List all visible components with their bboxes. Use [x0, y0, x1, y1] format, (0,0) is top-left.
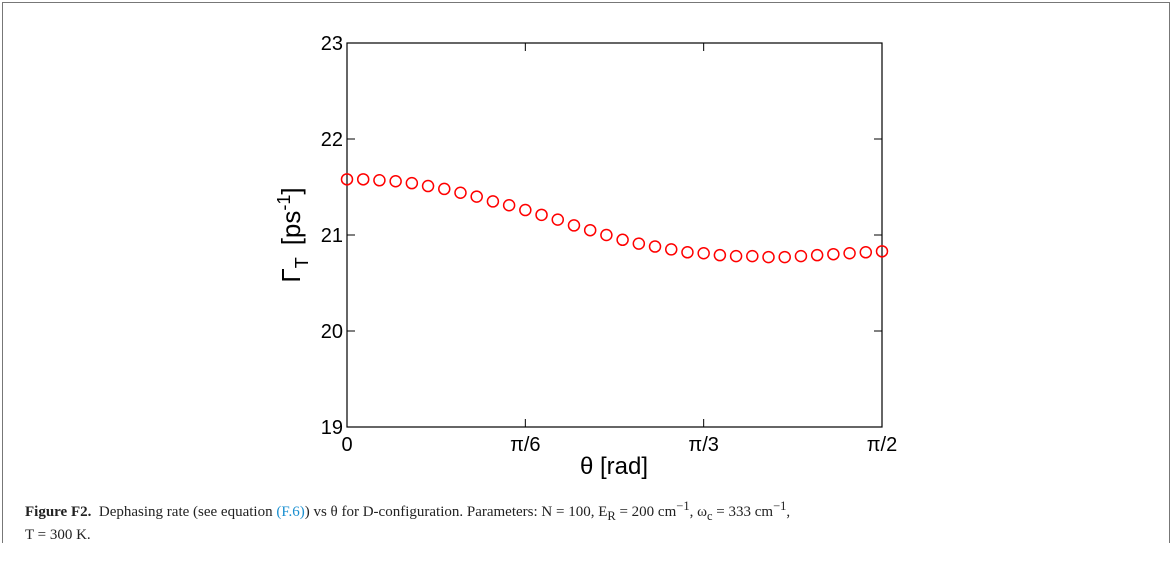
data-point [697, 246, 710, 260]
data-point [356, 173, 370, 186]
caption-sub: R [607, 509, 616, 523]
caption-text: = 200 cm [615, 504, 677, 520]
data-point [567, 219, 581, 232]
data-point [859, 246, 873, 259]
y-axis-label: ΓT [ps-1] [274, 187, 312, 282]
data-point [713, 248, 727, 262]
data-point [648, 240, 662, 253]
x-tick-label: 0 [341, 434, 352, 456]
frame [2, 2, 1170, 543]
data-point [762, 250, 775, 264]
caption-sup: −1 [773, 499, 787, 513]
x-axis-label: θ [rad] [580, 453, 648, 480]
data-point [810, 248, 824, 262]
x-tick-label: π/6 [510, 434, 540, 456]
caption-text: , ω [689, 504, 707, 520]
y-label-symbol: Γ [276, 268, 306, 282]
y-label-sub: T [292, 257, 312, 268]
data-point [794, 249, 808, 263]
data-point [664, 243, 678, 256]
y-tick-label: 20 [321, 321, 343, 343]
y-label-sup: -1 [274, 195, 294, 211]
data-point [632, 237, 646, 250]
caption-text: = 333 cm [712, 504, 774, 520]
y-tick-label: 23 [321, 33, 343, 55]
equation-link[interactable]: (F.6) [276, 504, 305, 520]
data-point [519, 203, 532, 217]
caption-text: Dephasing rate (see equation [98, 504, 277, 520]
caption-sup: −1 [676, 499, 690, 513]
data-point [502, 198, 516, 212]
data-point [486, 195, 500, 208]
data-point [600, 228, 613, 242]
data-point [843, 246, 856, 260]
y-tick-label: 22 [321, 129, 343, 151]
caption-text: ) vs θ for D-configuration. Parameters: … [304, 504, 608, 520]
data-point [729, 249, 743, 263]
x-tick-label: π/3 [688, 434, 718, 456]
y-tick-label: 19 [321, 417, 343, 439]
y-tick-label: 21 [321, 225, 343, 247]
y-label-close: ] [276, 187, 306, 194]
chart: θ [rad] ΓT [ps-1] 19 20 21 22 23 0 π/6 π/3 π/2 [274, 33, 897, 480]
data-point [340, 173, 354, 186]
data-point [551, 213, 565, 226]
data-point [746, 249, 759, 263]
data-point [454, 186, 467, 200]
caption-sub: c [706, 509, 713, 523]
data-point [681, 246, 694, 259]
data-point [827, 247, 840, 261]
y-label-unit: [ps [276, 211, 306, 246]
caption-text: , [786, 504, 791, 520]
caption-text: T = 300 K. [25, 527, 91, 543]
data-point [875, 245, 889, 258]
plot-frame [346, 42, 883, 428]
data-point [470, 190, 483, 203]
data-point [389, 174, 402, 188]
caption: Figure F2. Dephasing rate (see equation … [25, 497, 1145, 545]
data-point [373, 174, 386, 187]
data-point [421, 179, 435, 193]
data-point [438, 182, 451, 196]
data-point [583, 223, 597, 237]
data-point [405, 176, 419, 190]
x-tick-label: π/2 [867, 434, 897, 456]
caption-label: Figure F2. [25, 504, 92, 520]
data-point [778, 250, 791, 264]
data-point [535, 208, 548, 222]
data-point [616, 233, 629, 247]
